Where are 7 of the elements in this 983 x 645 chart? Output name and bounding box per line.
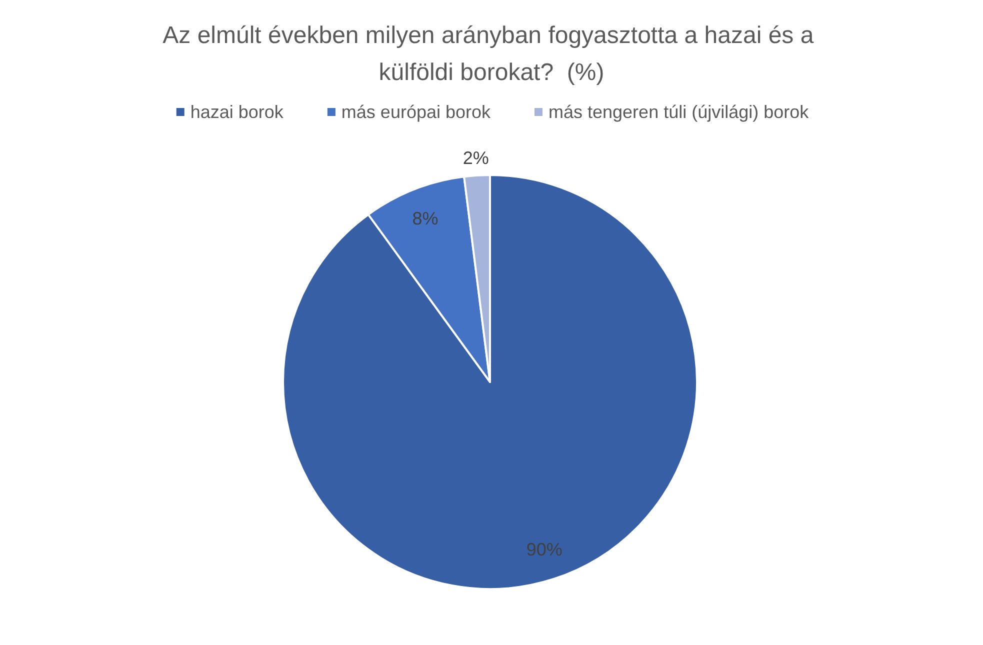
data-label: 2%: [462, 148, 489, 168]
legend-label: hazai borok: [190, 102, 284, 122]
legend-label: más európai borok: [341, 102, 492, 122]
data-label: 90%: [526, 539, 562, 560]
chart-title: Az elmúlt években milyen arányban fogyasztotta a hazai és a külföldi borokat? (%): [162, 22, 820, 86]
legend-label: más tengeren túli (újvilági) borok: [548, 102, 810, 122]
data-label: 8%: [412, 208, 438, 228]
